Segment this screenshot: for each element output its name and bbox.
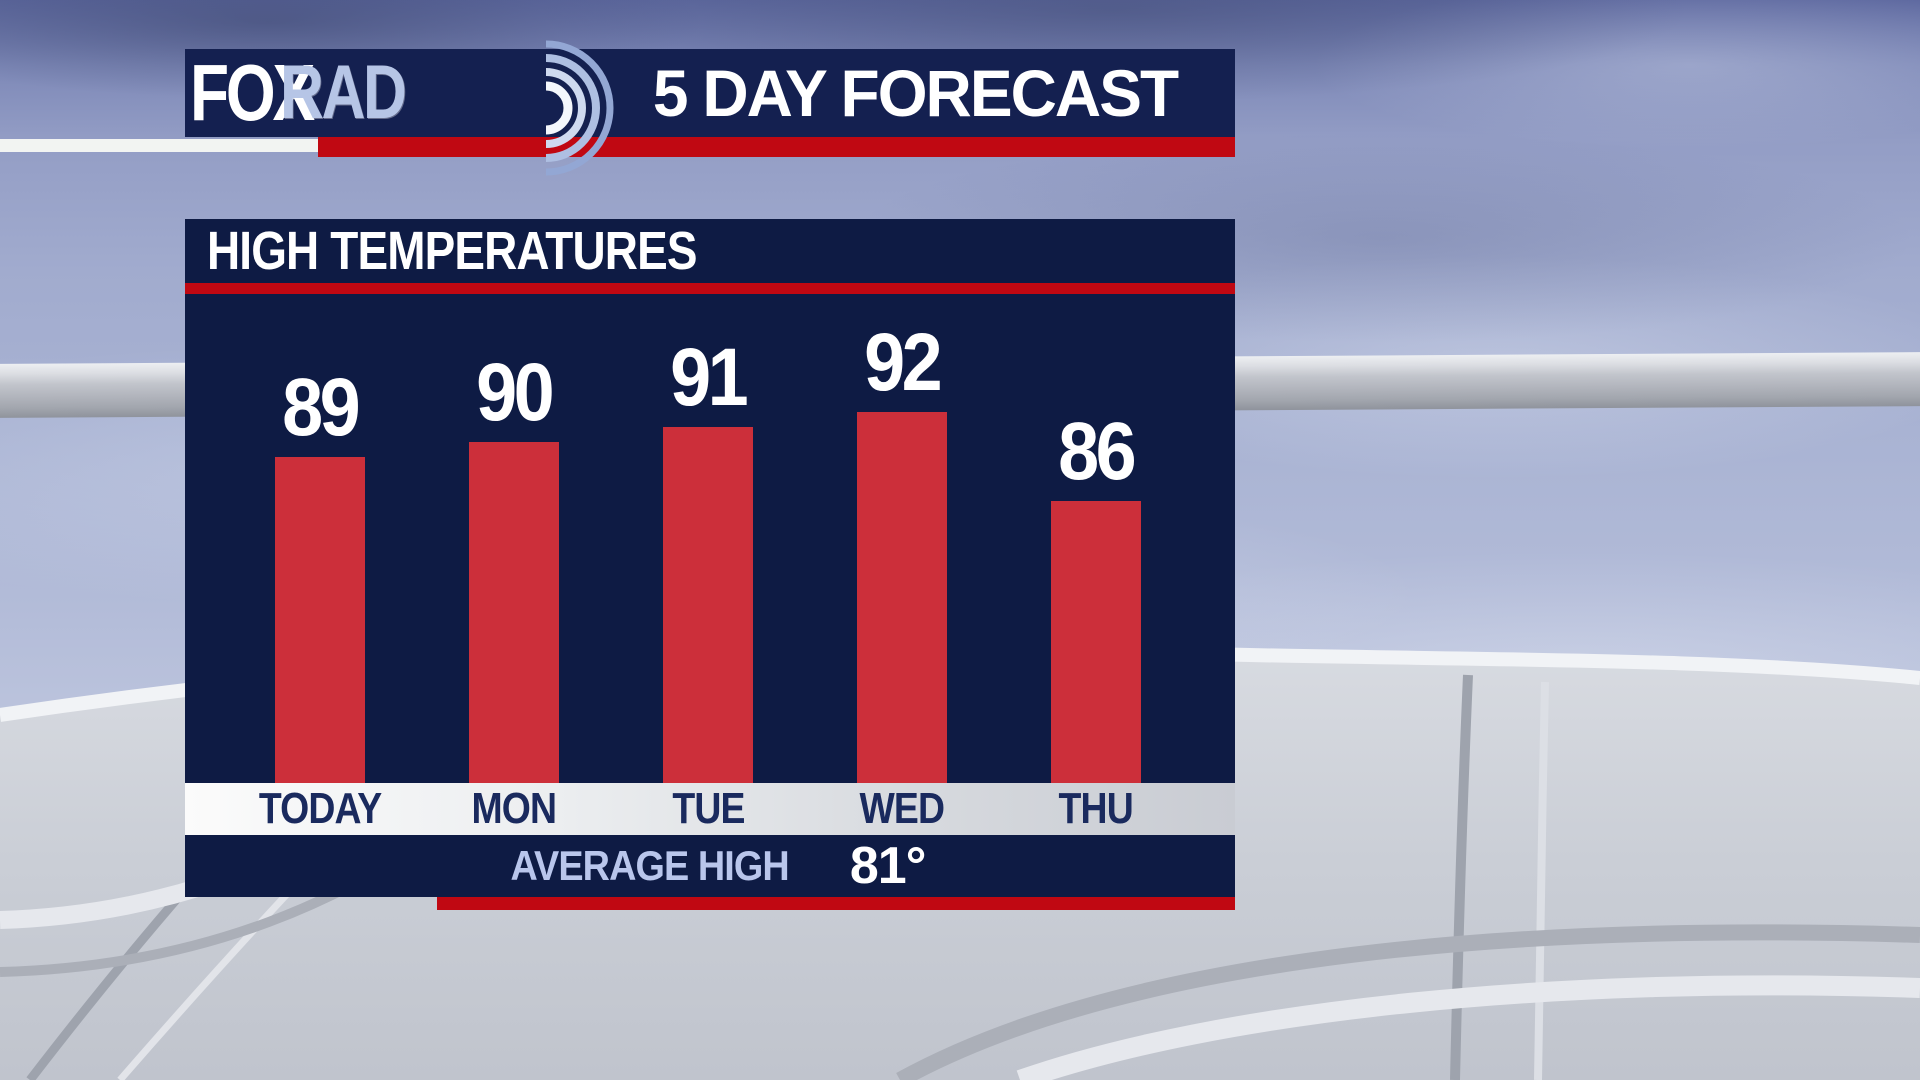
panel-bottom-red-bar (437, 897, 1235, 910)
day-label-band: TODAY MON TUE WED THU (185, 783, 1235, 835)
bar-value-label: 91 (670, 332, 750, 424)
header-red-underline (318, 137, 1235, 157)
average-high-value: 81° (849, 837, 927, 895)
radar-arcs-icon (545, 40, 614, 176)
bar-chart: 89 90 91 92 86 (185, 294, 1235, 783)
average-high-row: AVERAGE HIGH 81° (185, 835, 1235, 897)
day-label-thu: THU (1058, 784, 1134, 833)
day-label-mon: MON (471, 784, 558, 833)
bar-wed (857, 412, 947, 783)
average-high-label: AVERAGE HIGH (510, 842, 789, 889)
bar-today (275, 457, 365, 783)
bar-value-label: 89 (282, 362, 362, 454)
day-label-today: TODAY (258, 784, 382, 833)
chart-title: HIGH TEMPERATURES (207, 221, 697, 281)
header-bar (185, 49, 1235, 137)
bar-value-label: 90 (476, 347, 556, 439)
bar-mon (469, 442, 559, 783)
header-left-white-stripe (0, 139, 318, 152)
day-label-tue: TUE (671, 784, 745, 833)
bar-value-label: 92 (864, 317, 944, 409)
title-red-separator (185, 283, 1235, 294)
forecast-panel: HIGH TEMPERATURES 89 90 91 92 86 TODAY MON TUE… (185, 219, 1235, 897)
bar-value-label: 86 (1058, 406, 1138, 498)
foxrad-logo: FOX RAD (190, 49, 436, 137)
day-label-wed: WED (859, 784, 946, 833)
page-title: 5 DAY FORECAST (652, 56, 1179, 130)
logo-fox-text: FOX (190, 48, 315, 137)
bar-tue (663, 427, 753, 783)
bar-thu (1051, 501, 1141, 783)
logo-rad-text: RAD (280, 50, 407, 135)
